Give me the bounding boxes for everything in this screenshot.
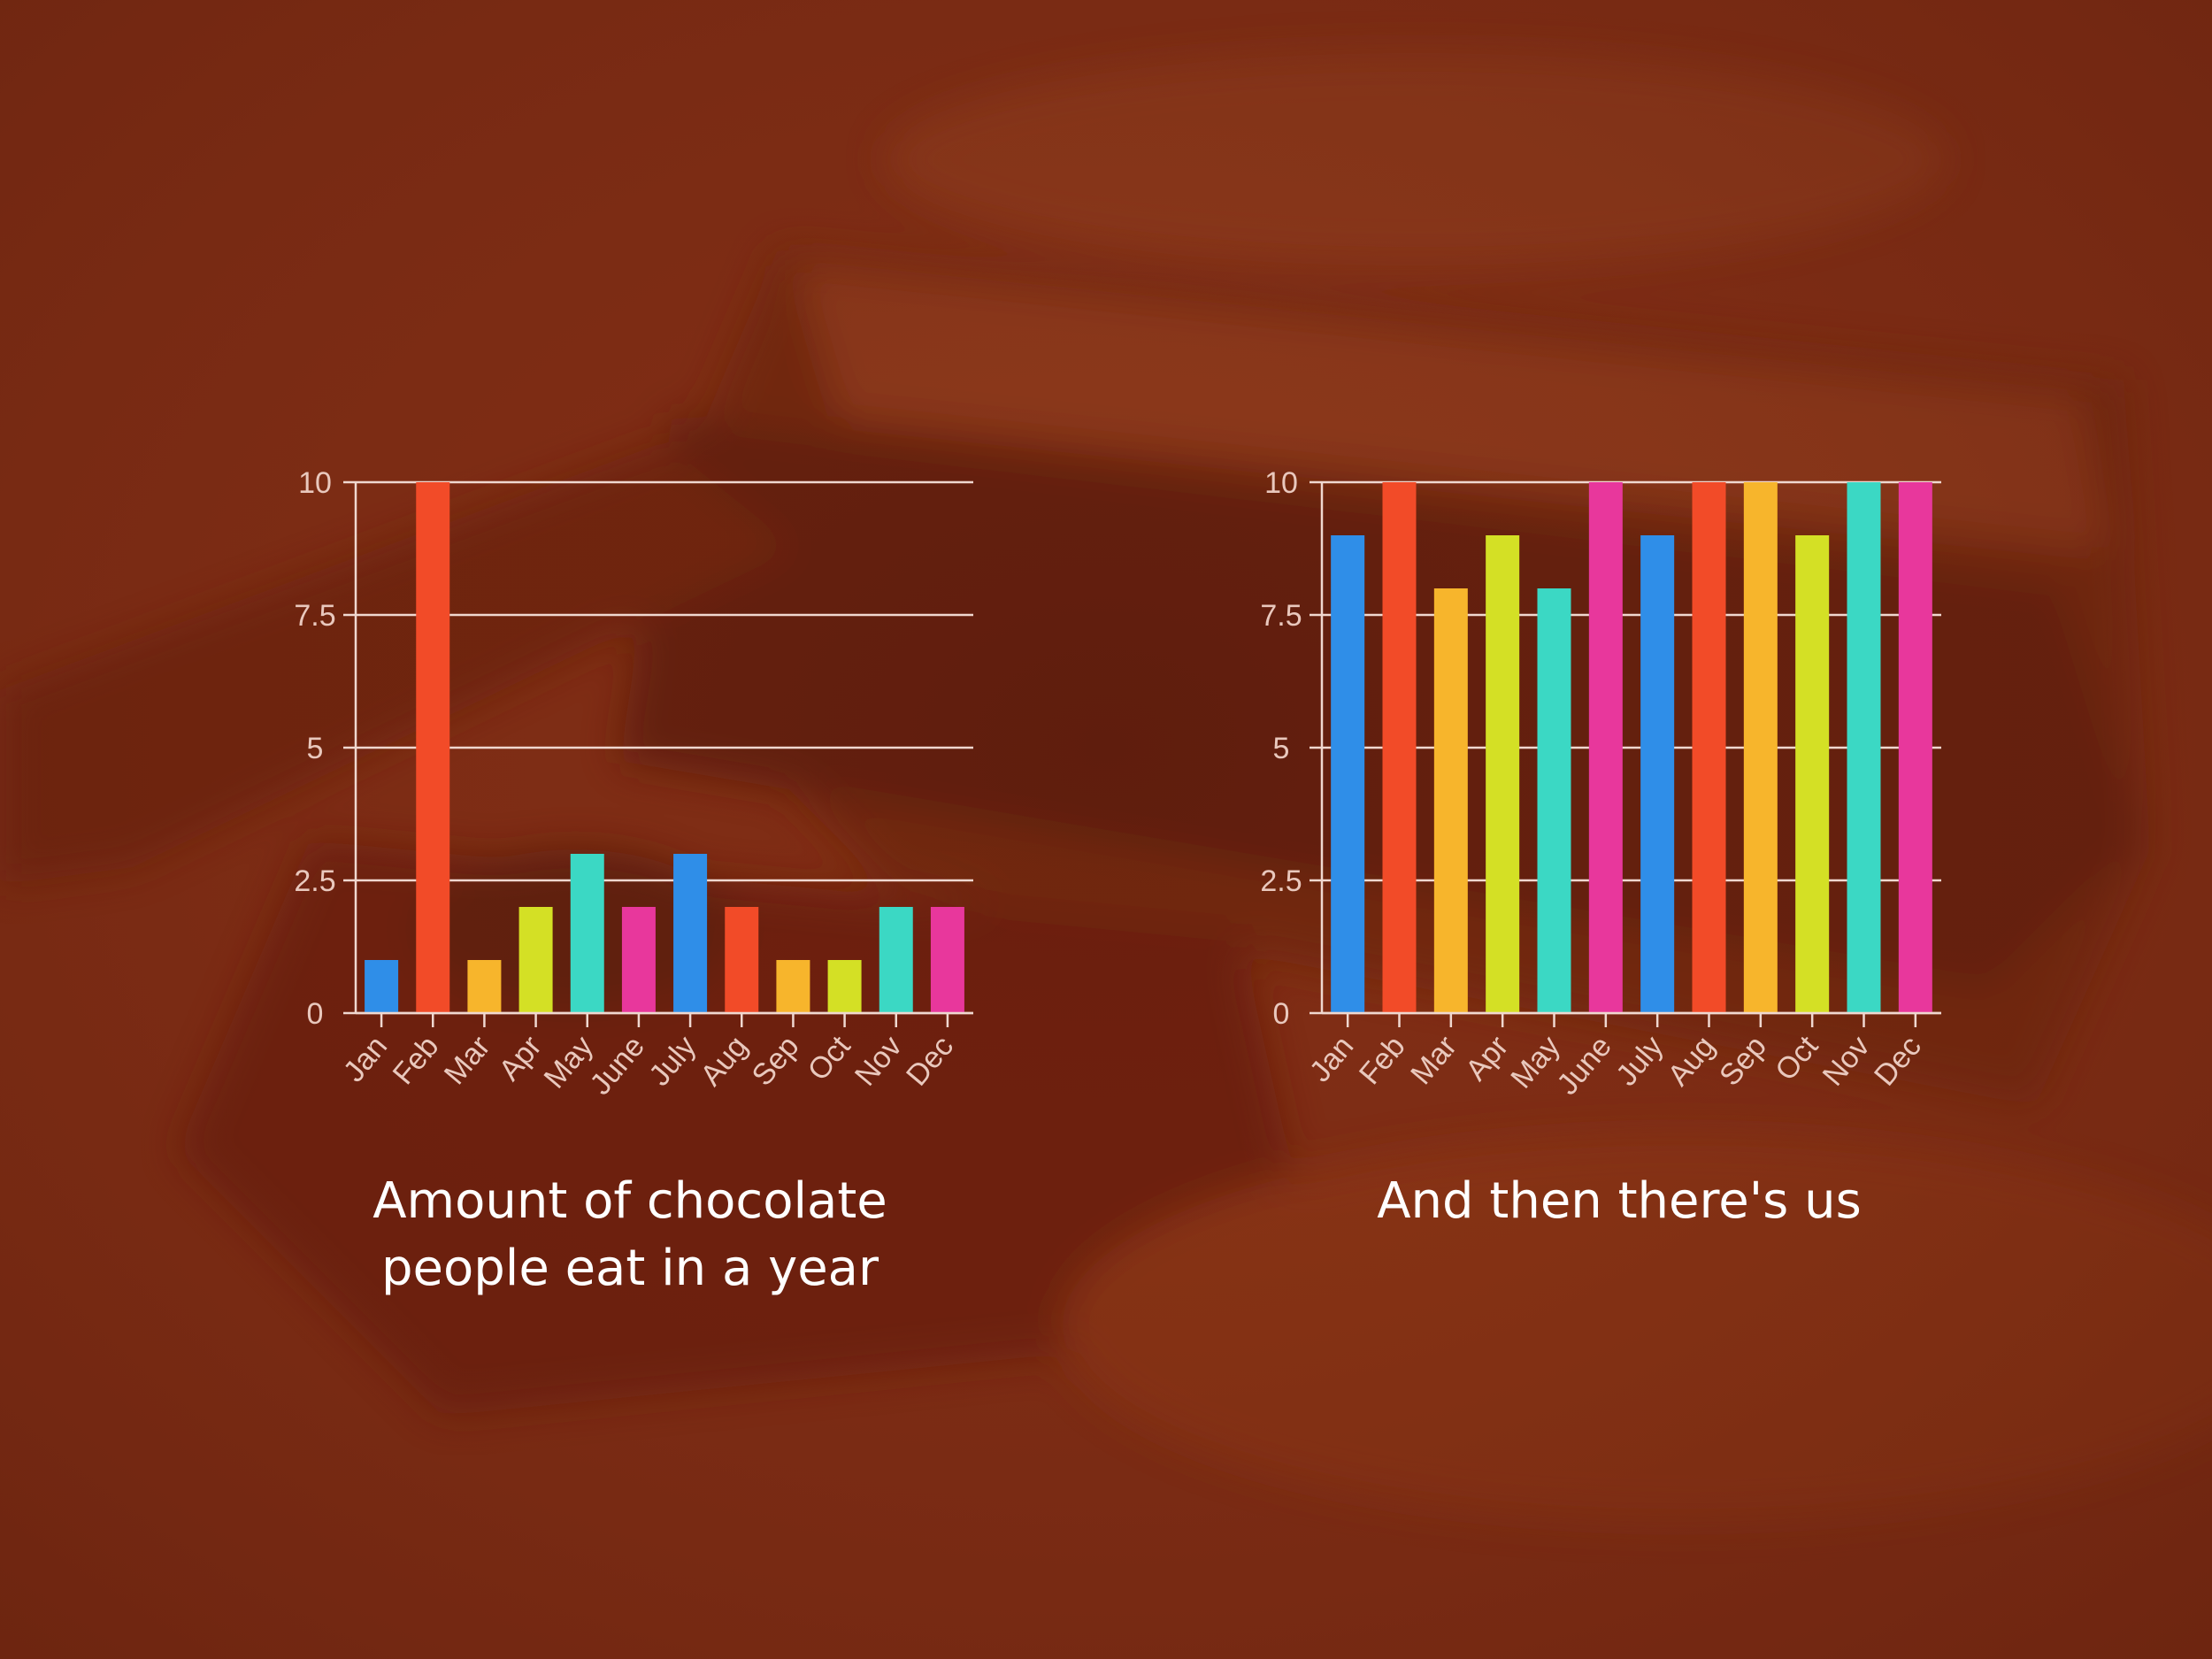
bar-dec [930, 907, 964, 1013]
x-tick-label: June [1550, 1030, 1618, 1102]
y-tick-label: 7.5 [1260, 599, 1302, 633]
x-tick-label: Aug [1662, 1030, 1722, 1093]
y-tick-label: 10 [298, 466, 332, 500]
x-tick-label: Nov [1816, 1030, 1877, 1093]
x-tick-label: Jan [1303, 1030, 1360, 1088]
bar-jan [1331, 535, 1365, 1013]
y-tick-label: 5 [1273, 732, 1290, 765]
bar-nov [879, 907, 913, 1013]
y-tick-label: 7.5 [294, 599, 335, 633]
bar-jan [365, 960, 399, 1013]
bar-feb [1382, 482, 1417, 1013]
bar-mar [1433, 588, 1468, 1013]
bar-sep [1743, 482, 1778, 1013]
bar-aug [725, 907, 759, 1013]
caption-left-line-2: people eat in a year [380, 1240, 879, 1297]
bar-mar [467, 960, 502, 1013]
y-tick-label: 0 [1273, 997, 1290, 1031]
x-tick-label: Apr [1459, 1030, 1515, 1087]
x-tick-label: July [1609, 1030, 1670, 1093]
x-tick-label: Sep [1713, 1030, 1773, 1093]
bar-aug [1692, 482, 1726, 1013]
chart-caption-left: Amount of chocolate people eat in a year [232, 1168, 1028, 1302]
bar-apr [1486, 535, 1520, 1013]
x-tick-label: Oct [1769, 1029, 1824, 1087]
bar-july [673, 854, 708, 1013]
y-tick-label: 5 [307, 732, 324, 765]
caption-right-line-1: And then there's us [1377, 1172, 1862, 1230]
bar-feb [416, 482, 450, 1013]
bar-oct [827, 960, 862, 1013]
chart-caption-right: And then there's us [1221, 1168, 2017, 1235]
caption-left-line-1: Amount of chocolate [373, 1172, 887, 1230]
y-tick-label: 2.5 [294, 864, 335, 898]
bar-june [621, 907, 656, 1013]
y-tick-label: 2.5 [1260, 864, 1302, 898]
y-tick-label: 10 [1264, 466, 1298, 500]
bar-july [1640, 535, 1675, 1013]
x-tick-label: Mar [1404, 1030, 1463, 1091]
bar-oct [1795, 535, 1830, 1013]
bar-may [1537, 588, 1571, 1013]
x-tick-label: Dec [1868, 1030, 1928, 1093]
bar-sep [776, 960, 810, 1013]
bar-dec [1898, 482, 1932, 1013]
x-tick-label: Feb [1353, 1030, 1412, 1091]
bar-june [1588, 482, 1623, 1013]
bar-apr [518, 907, 553, 1013]
bar-nov [1847, 482, 1881, 1013]
bar-may [570, 854, 604, 1013]
y-tick-label: 0 [307, 997, 324, 1031]
